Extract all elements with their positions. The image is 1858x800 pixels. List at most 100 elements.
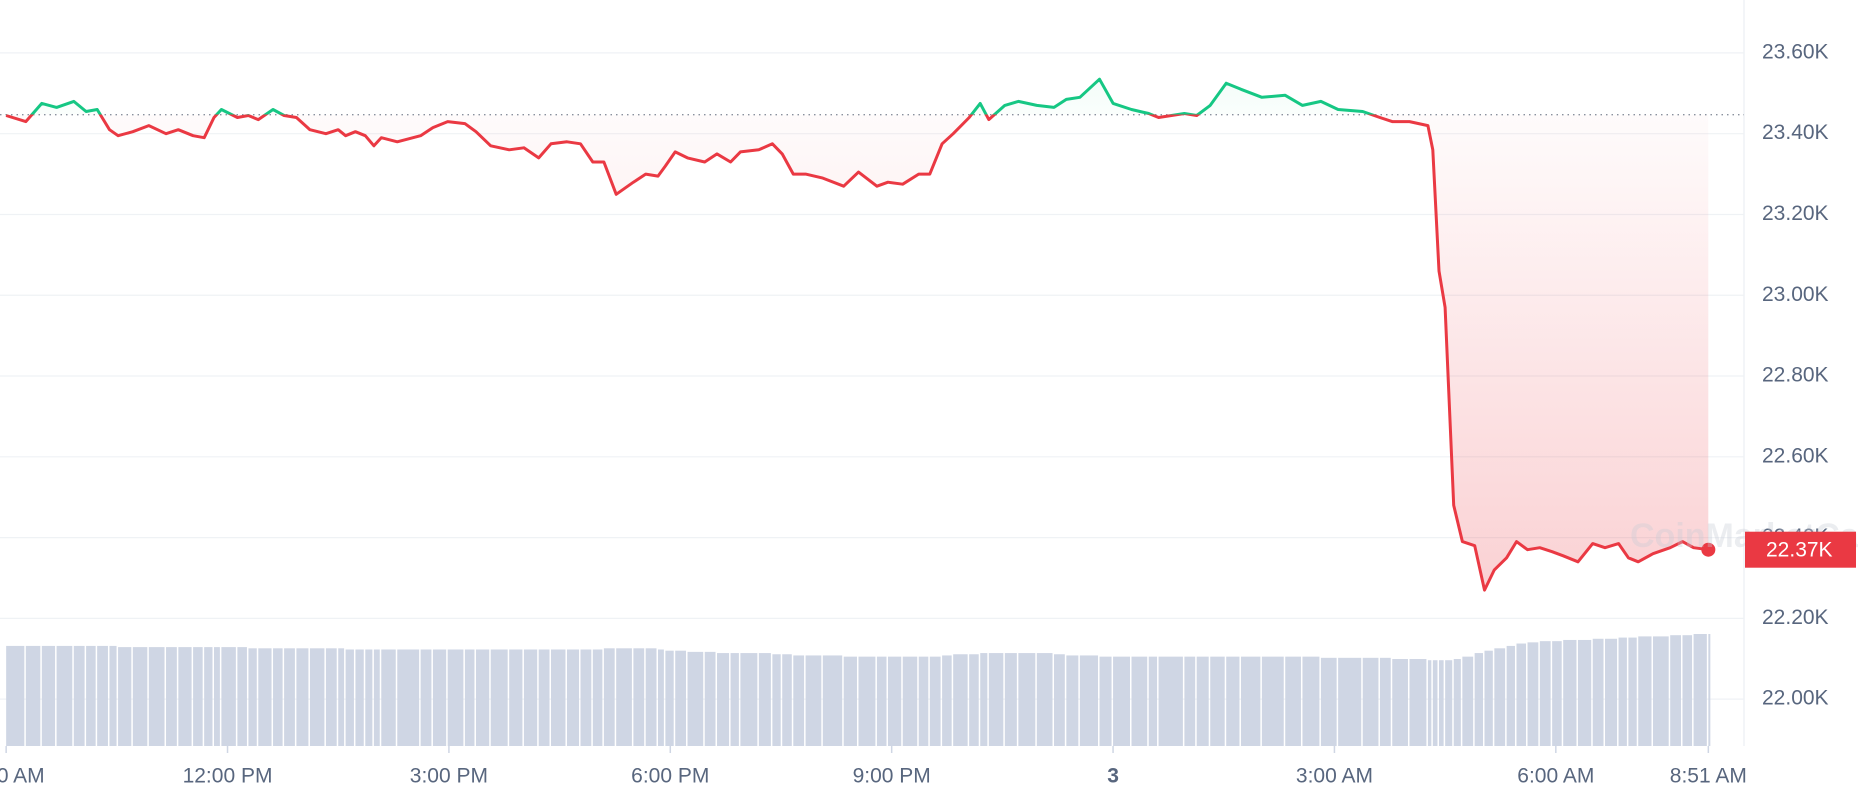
volume-bar [1036, 653, 1053, 746]
volume-bar [665, 650, 674, 746]
volume-bar [214, 647, 220, 746]
volume-bar [566, 649, 580, 746]
volume-bar [325, 648, 337, 746]
current-price-label: 22.37K [1766, 538, 1833, 561]
volume-bar [1362, 657, 1379, 746]
volume-bar [1552, 641, 1562, 746]
x-tick-label: 3 [1107, 765, 1119, 788]
volume-bar [793, 655, 805, 746]
volume-bar [193, 647, 203, 746]
volume-bar [1226, 656, 1240, 746]
volume-bar [1285, 656, 1301, 746]
volume-bar [918, 656, 929, 746]
volume-bar [1066, 655, 1079, 746]
volume-bar [805, 655, 822, 746]
volume-bar [178, 647, 192, 746]
volume-bar [876, 656, 887, 746]
volume-bar [1379, 657, 1391, 746]
volume-bar [166, 647, 177, 746]
volume-bar [675, 650, 687, 746]
volume-bar [988, 653, 1004, 746]
volume-bar [969, 654, 979, 746]
volume-bar [730, 653, 739, 746]
y-tick-label: 23.20K [1762, 202, 1829, 225]
volume-bar [538, 649, 550, 746]
volume-bar [550, 649, 566, 746]
volume-bar [1494, 648, 1506, 746]
x-tick-label: 3:00 PM [410, 765, 488, 788]
volume-bar [397, 649, 420, 746]
volume-bar [1210, 656, 1225, 746]
volume-bar [509, 649, 523, 746]
volume-bar [782, 654, 792, 746]
price-line [5, 77, 1709, 592]
x-tick-label: 3:00 AM [1296, 765, 1373, 788]
volume-bar [1054, 654, 1065, 746]
volume-bar [902, 656, 918, 746]
volume-bar [858, 656, 876, 746]
volume-bar [109, 645, 117, 746]
volume-bar [687, 651, 704, 746]
volume-bar [1605, 638, 1618, 746]
volume-bar [1652, 636, 1669, 746]
volume-bar [1261, 656, 1284, 746]
volume-bar [1427, 660, 1432, 746]
volume-bar [1131, 656, 1148, 746]
volume-bar [1670, 635, 1682, 746]
volume-bar [1638, 636, 1652, 746]
volume-bar [1409, 659, 1427, 746]
volume-bar [1453, 659, 1461, 746]
volume-bar [25, 645, 41, 746]
x-tick-label: 12:00 PM [183, 765, 273, 788]
volume-bar [1004, 653, 1017, 746]
volume-bar [86, 645, 96, 746]
volume-bar [1320, 657, 1337, 746]
volume-bar [338, 648, 345, 746]
volume-bar [296, 648, 309, 746]
volume-bar [1563, 639, 1577, 746]
volume-bar [657, 649, 664, 746]
volume-bar [953, 654, 968, 746]
volume-bar [273, 648, 283, 746]
volume-bar [41, 645, 56, 746]
volume-bar [1079, 655, 1099, 746]
volume-bar [475, 649, 490, 746]
volume-bar [284, 648, 295, 746]
volume-bar [1148, 656, 1158, 746]
volume-bar [1445, 660, 1453, 746]
volume-bar [204, 647, 213, 746]
volume-bar [464, 649, 475, 746]
volume-bar [258, 648, 272, 746]
volume-bar [248, 648, 257, 746]
y-tick-label: 23.40K [1762, 121, 1829, 144]
volume-bar [1527, 642, 1539, 746]
volume-bar [929, 656, 941, 746]
volume-bar [221, 647, 236, 746]
volume-bar [1474, 653, 1483, 746]
volume-bar [887, 656, 902, 746]
volume-bar [1099, 656, 1112, 746]
y-tick-label: 23.00K [1762, 283, 1829, 306]
volume-bar [490, 649, 508, 746]
volume-bar [616, 648, 632, 746]
volume-bar [704, 651, 716, 746]
volume-bar [1018, 653, 1036, 746]
volume-bar [1462, 656, 1474, 746]
volume-bar [56, 645, 73, 746]
volume-bar [980, 653, 988, 746]
volume-bar [373, 649, 380, 746]
volume-bar [1708, 634, 1711, 746]
volume-bar [309, 648, 325, 746]
volume-bar [633, 648, 645, 746]
volume-bar [603, 648, 615, 746]
volume-bar [432, 649, 447, 746]
volume-bar [843, 656, 857, 746]
volume-bar [148, 647, 165, 746]
volume-bar [1338, 657, 1362, 746]
volume-bar [1113, 656, 1131, 746]
volume-bar [365, 649, 373, 746]
volume-bar [1618, 637, 1627, 746]
volume-bar [6, 645, 25, 746]
y-tick-label: 22.60K [1762, 444, 1829, 467]
